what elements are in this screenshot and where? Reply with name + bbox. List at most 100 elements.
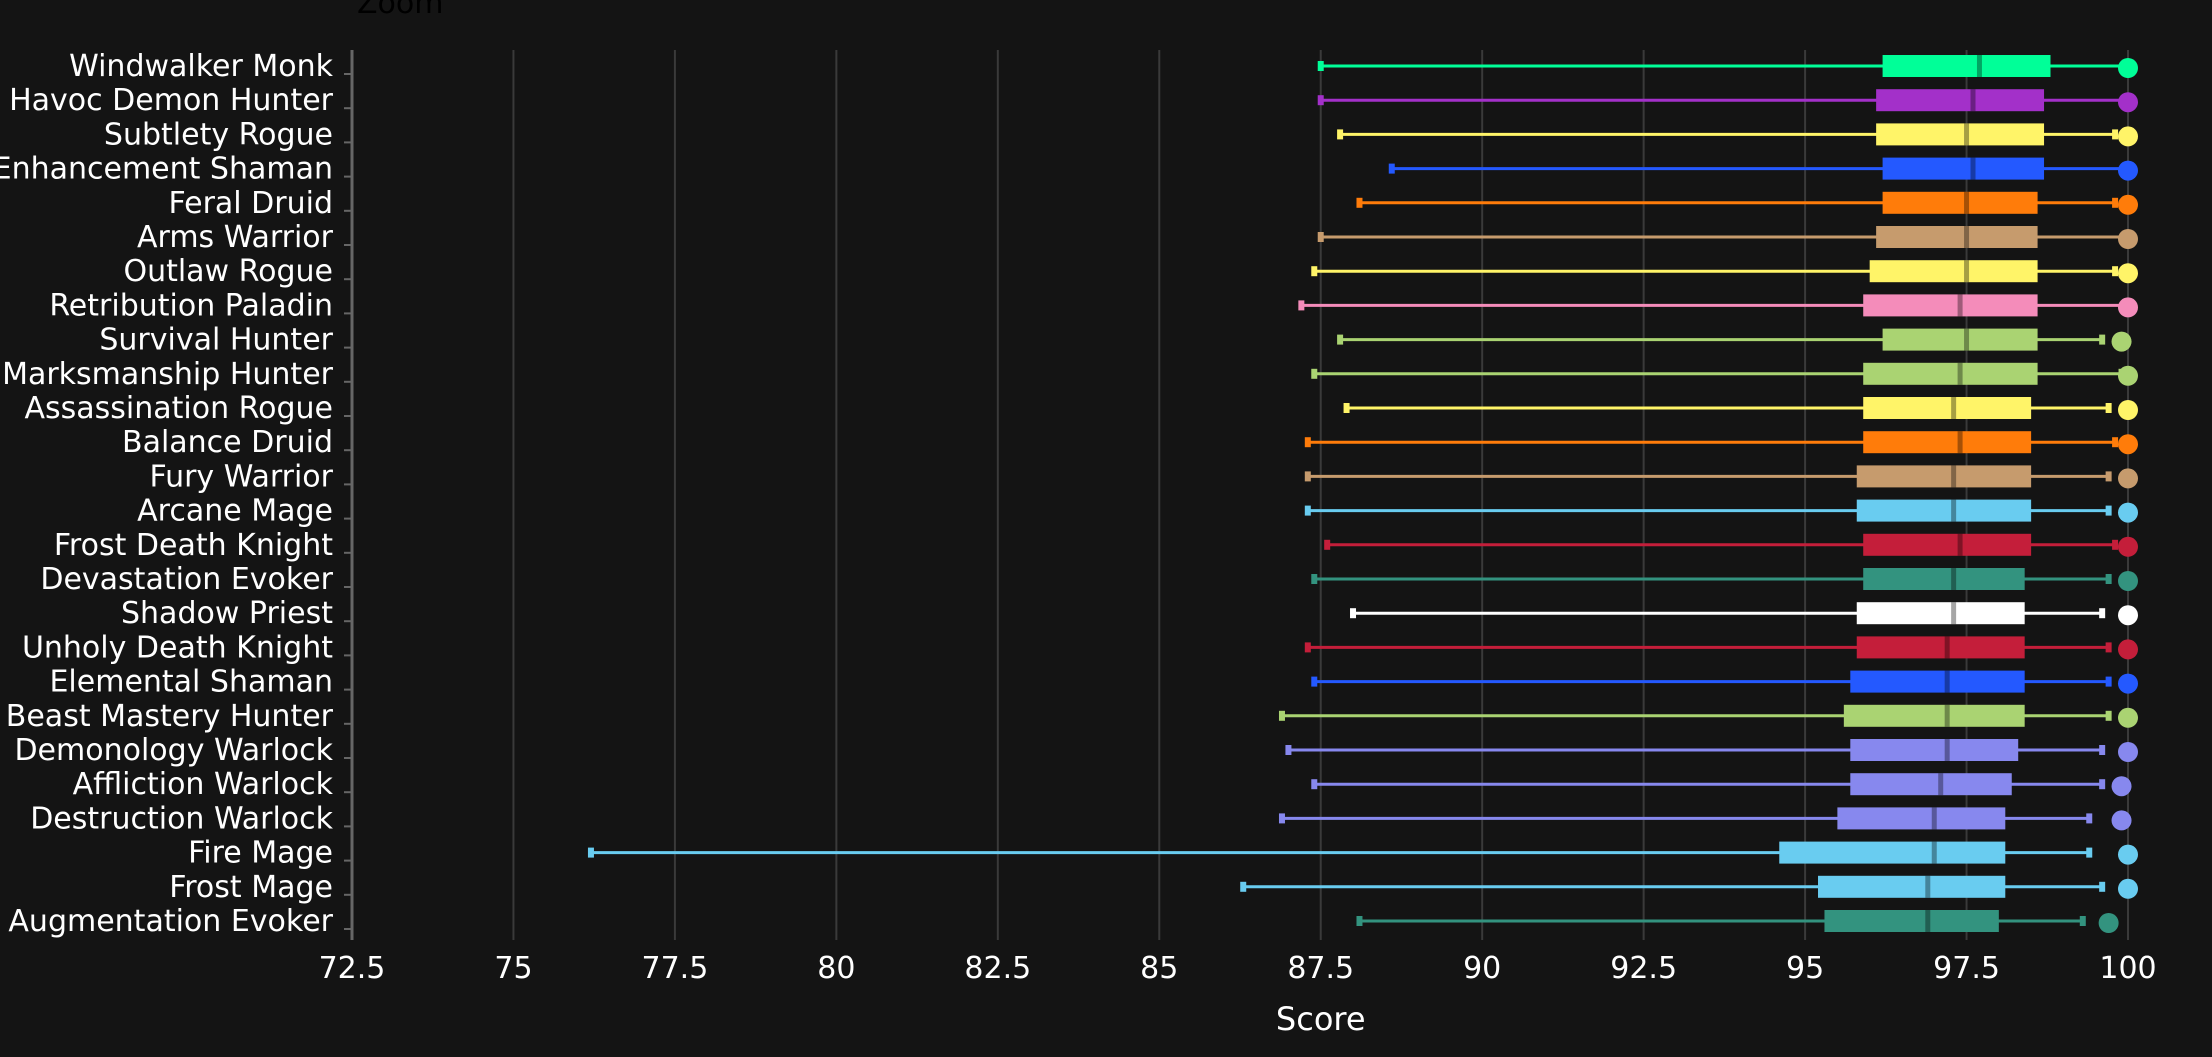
whisker-max-cap	[2105, 710, 2112, 721]
row-label: Enhancement Shaman	[0, 152, 333, 187]
whisker-max-cap	[2099, 608, 2106, 619]
max-dot	[2118, 92, 2138, 113]
iqr-box	[1843, 704, 2025, 727]
whisker-min-cap	[1304, 437, 1311, 448]
iqr-box	[1779, 841, 2006, 864]
median-mark	[1951, 568, 1957, 590]
iqr-box	[1863, 362, 2038, 385]
whisker-min-cap	[1356, 916, 1363, 926]
x-tick-label: 72.5	[319, 951, 386, 986]
max-dot	[2118, 571, 2138, 591]
median-mark	[1951, 397, 1957, 419]
iqr-box	[1850, 670, 2025, 693]
whisker-min-cap	[1278, 813, 1285, 824]
median-mark	[1957, 533, 1963, 556]
zoom-label[interactable]: Zoom	[357, 0, 444, 21]
iqr-box	[1818, 875, 2006, 898]
row-label: Subtlety Rogue	[104, 117, 333, 152]
max-dot	[2118, 742, 2138, 762]
iqr-box	[1837, 807, 2006, 830]
iqr-box	[1856, 636, 2025, 659]
whisker-min-cap	[1311, 368, 1318, 379]
row-label: Affliction Warlock	[73, 767, 334, 802]
median-mark	[1931, 807, 1937, 830]
x-tick-label: 92.5	[1610, 951, 1677, 986]
whisker-min-cap	[1350, 608, 1357, 619]
x-axis-title: Score	[1276, 1000, 1366, 1038]
median-mark	[1931, 841, 1937, 864]
whisker-min-cap	[1311, 676, 1318, 687]
max-dot	[2118, 639, 2138, 660]
row-label: Marksmanship Hunter	[2, 357, 334, 392]
whisker-max-cap	[2099, 334, 2106, 345]
x-tick-label: 90	[1463, 951, 1501, 986]
median-mark	[1964, 328, 1970, 351]
whisker-min-cap	[1317, 61, 1324, 71]
max-dot	[2118, 126, 2138, 147]
row-label: Demonology Warlock	[14, 733, 333, 768]
iqr-box	[1882, 55, 2051, 77]
whisker-min-cap	[1278, 710, 1285, 721]
max-dot	[2111, 776, 2132, 797]
median-mark	[1925, 875, 1931, 898]
row-label: Retribution Paladin	[49, 288, 333, 323]
median-mark	[1964, 226, 1970, 248]
median-mark	[1951, 499, 1957, 522]
row-label: Beast Mastery Hunter	[6, 699, 334, 734]
median-mark	[1970, 89, 1976, 112]
median-mark	[1944, 739, 1950, 761]
iqr-box	[1863, 431, 2032, 454]
iqr-box	[1863, 397, 2032, 419]
iqr-box	[1856, 465, 2032, 488]
whisker-max-cap	[2099, 745, 2106, 755]
x-tick-label: 85	[1140, 951, 1178, 986]
row-label: Survival Hunter	[99, 323, 333, 358]
max-dot	[2118, 536, 2138, 557]
row-label: Frost Death Knight	[54, 528, 333, 563]
whisker-min-cap	[1317, 95, 1324, 106]
median-mark	[1938, 773, 1944, 796]
row-label: Assassination Rogue	[24, 391, 333, 426]
row-label: Havoc Demon Hunter	[9, 83, 334, 118]
whisker-min-cap	[1343, 403, 1350, 413]
whisker-min-cap	[1311, 574, 1318, 584]
row-label: Fury Warrior	[149, 459, 333, 494]
max-dot	[2118, 58, 2138, 78]
max-dot	[2118, 160, 2138, 181]
whisker-min-cap	[1324, 539, 1331, 550]
row-label: Arms Warrior	[137, 220, 334, 255]
row-label: Devastation Evoker	[40, 562, 333, 597]
iqr-box	[1882, 328, 2038, 351]
row-label: Destruction Warlock	[30, 801, 333, 836]
whisker-max-cap	[2086, 847, 2093, 858]
iqr-box	[1850, 773, 2012, 796]
whisker-min-cap	[1337, 129, 1344, 140]
whisker-min-cap	[1317, 232, 1324, 242]
whisker-max-cap	[2099, 881, 2106, 892]
max-dot	[2118, 365, 2138, 386]
whisker-max-cap	[2079, 916, 2086, 926]
whisker-max-cap	[2112, 437, 2119, 448]
max-dot	[2118, 229, 2138, 249]
x-tick-label: 80	[817, 951, 855, 986]
iqr-box	[1863, 568, 2025, 590]
median-mark	[1944, 704, 1950, 727]
median-mark	[1951, 602, 1957, 625]
max-dot	[2118, 673, 2138, 694]
median-mark	[1957, 362, 1963, 385]
max-dot	[2111, 331, 2132, 352]
median-mark	[1944, 670, 1950, 693]
whisker-min-cap	[1304, 505, 1311, 516]
max-dot	[2118, 844, 2138, 865]
row-label: Shadow Priest	[121, 596, 333, 631]
row-label: Augmentation Evoker	[8, 904, 333, 939]
max-dot	[2118, 707, 2138, 728]
median-mark	[1970, 157, 1976, 180]
iqr-box	[1882, 191, 2038, 214]
iqr-box	[1876, 123, 2045, 146]
whisker-max-cap	[2105, 574, 2112, 584]
whisker-min-cap	[1285, 745, 1292, 755]
whisker-max-cap	[2112, 539, 2119, 550]
iqr-box	[1850, 739, 2019, 761]
median-mark	[1957, 431, 1963, 454]
